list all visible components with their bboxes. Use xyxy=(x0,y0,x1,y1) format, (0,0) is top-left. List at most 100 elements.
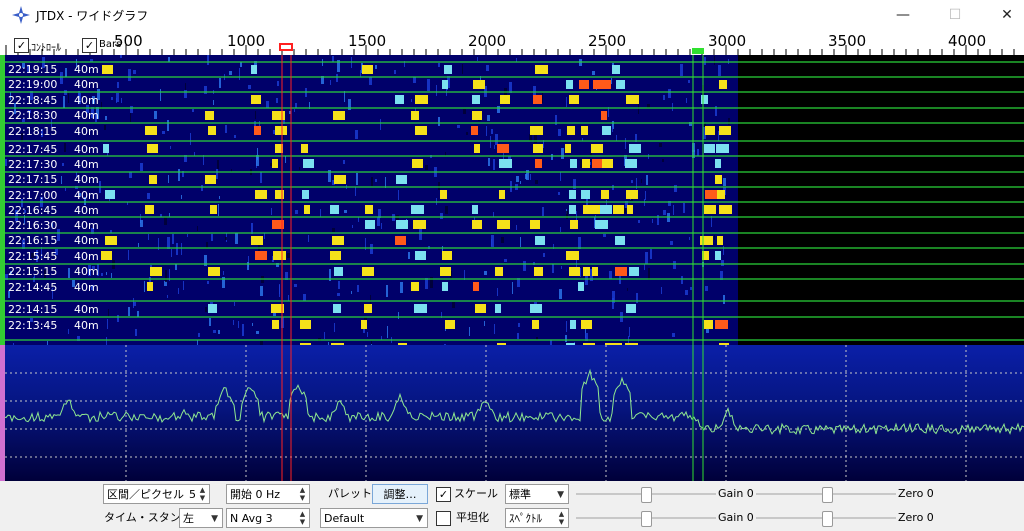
close-button[interactable]: ✕ xyxy=(1001,7,1013,23)
waterfall-noise xyxy=(466,132,468,135)
waterfall-noise xyxy=(685,290,688,295)
waterfall-noise xyxy=(477,57,478,61)
waterfall-noise xyxy=(670,241,673,245)
row-time: 22:15:45 xyxy=(8,250,58,263)
waterfall-signal xyxy=(715,251,721,260)
waterfall-noise xyxy=(328,342,329,345)
waterfall-noise xyxy=(404,61,405,67)
waterfall-noise xyxy=(360,70,361,77)
waterfall-signal xyxy=(704,144,715,153)
slider-thumb[interactable] xyxy=(641,511,652,527)
waterfall-noise xyxy=(111,97,113,100)
row-time: 22:14:15 xyxy=(8,303,58,316)
waterfall-noise xyxy=(365,238,366,250)
waterfall-noise xyxy=(213,100,214,105)
title-bar: JTDX - ワイドグラフ — ☐ ✕ xyxy=(0,0,1024,30)
scale-mode-dropdown[interactable]: 標準 ▼ xyxy=(505,484,569,504)
row-band: 40m xyxy=(74,109,99,122)
bins-per-pixel-spinbox[interactable]: 区間／ピクセル 5 ▲ ▼ xyxy=(103,484,210,504)
waterfall-noise xyxy=(516,176,519,182)
waterfall-noise xyxy=(523,261,526,271)
spin-arrows-icon[interactable]: ▲ ▼ xyxy=(299,486,306,502)
waterfall-noise xyxy=(720,271,723,280)
spin-arrows-icon[interactable]: ▲ ▼ xyxy=(299,510,306,526)
waterfall-noise xyxy=(723,246,724,255)
waterfall-noise xyxy=(697,149,699,156)
waterfall-noise xyxy=(229,71,232,75)
timestamp-dropdown[interactable]: 左 ▼ xyxy=(179,508,223,528)
maximize-button[interactable]: ☐ xyxy=(948,7,962,23)
bars-checkbox[interactable]: ✓ xyxy=(82,38,97,53)
waterfall-noise xyxy=(167,120,169,131)
minimize-button[interactable]: — xyxy=(896,7,910,23)
waterfall-noise xyxy=(566,211,568,219)
waterfall-noise xyxy=(440,213,443,219)
zero-slider-2[interactable] xyxy=(756,508,896,528)
adjust-button[interactable]: 調整… xyxy=(372,484,428,504)
waterfall-noise xyxy=(108,198,109,202)
scale-checkbox[interactable]: ✓ xyxy=(436,487,451,502)
spin-arrows-icon[interactable]: ▲ ▼ xyxy=(199,486,206,502)
waterfall-noise xyxy=(358,217,359,222)
waterfall-noise xyxy=(101,273,103,276)
star-compass-icon xyxy=(12,6,30,24)
waterfall-noise xyxy=(356,173,358,185)
waterfall-noise xyxy=(190,133,191,145)
waterfall-signal xyxy=(411,111,419,120)
waterfall-noise xyxy=(704,57,706,65)
waterfall-signal xyxy=(625,343,638,345)
waterfall-display[interactable]: 22:19:15 40m 22:19:00 40m 22:18:45 40m 22:18:3… xyxy=(0,55,1024,345)
waterfall-signal xyxy=(472,95,480,104)
spin-arrows-icon[interactable]: ▲ ▼ xyxy=(558,510,565,526)
zero-slider-1[interactable] xyxy=(756,484,896,504)
waterfall-noise xyxy=(207,281,209,284)
row-band: 40m xyxy=(74,125,99,138)
gain-slider-1[interactable] xyxy=(576,484,716,504)
slider-thumb[interactable] xyxy=(822,487,833,503)
waterfall-noise xyxy=(192,109,194,112)
waterfall-noise xyxy=(488,158,490,166)
waterfall-noise xyxy=(645,252,648,264)
waterfall-signal xyxy=(579,80,589,89)
waterfall-signal xyxy=(566,251,579,260)
waterfall-signal xyxy=(442,251,452,260)
slider-thumb[interactable] xyxy=(641,487,652,503)
start-frequency-spinbox[interactable]: 開始 0 Hz ▲ ▼ xyxy=(226,484,310,504)
window-title: JTDX - ワイドグラフ xyxy=(36,9,149,23)
waterfall-noise xyxy=(181,195,182,199)
waterfall-signal xyxy=(615,236,625,245)
spectrum-mode-spinbox[interactable]: ｽﾍﾟｸﾄﾙ ▲ ▼ xyxy=(505,508,569,528)
waterfall-noise xyxy=(516,225,517,230)
waterfall-signal xyxy=(583,267,590,276)
waterfall-noise xyxy=(484,271,487,275)
waterfall-noise xyxy=(370,244,373,254)
waterfall-noise xyxy=(536,337,538,340)
n-avg-spinbox[interactable]: N Avg 3 ▲ ▼ xyxy=(226,508,310,528)
waterfall-noise xyxy=(332,228,335,232)
flatten-checkbox[interactable] xyxy=(436,511,451,526)
waterfall-signal xyxy=(332,236,344,245)
palette-dropdown[interactable]: Default ▼ xyxy=(320,508,428,528)
waterfall-noise xyxy=(438,63,440,67)
waterfall-noise xyxy=(355,187,356,196)
frequency-scale[interactable]: 500 1000 1500 2000 2500 3000 3500 4000 ✓… xyxy=(0,30,1024,56)
waterfall-noise xyxy=(88,265,91,276)
waterfall-signal xyxy=(615,267,627,276)
waterfall-noise xyxy=(668,201,671,206)
waterfall-signal xyxy=(105,236,117,245)
controls-checkbox[interactable]: ✓ xyxy=(14,38,29,53)
waterfall-noise xyxy=(328,170,331,182)
waterfall-noise xyxy=(657,215,659,225)
waterfall-noise xyxy=(266,101,269,108)
waterfall-noise xyxy=(128,250,129,260)
waterfall-noise xyxy=(590,153,592,156)
waterfall-signal xyxy=(302,190,309,199)
waterfall-noise xyxy=(18,171,20,175)
waterfall-noise xyxy=(276,98,278,103)
slider-thumb[interactable] xyxy=(822,511,833,527)
waterfall-noise xyxy=(380,119,381,130)
waterfall-noise xyxy=(690,287,692,290)
gain-slider-2[interactable] xyxy=(576,508,716,528)
waterfall-signal xyxy=(627,205,633,214)
spectrum-display[interactable] xyxy=(0,345,1024,481)
